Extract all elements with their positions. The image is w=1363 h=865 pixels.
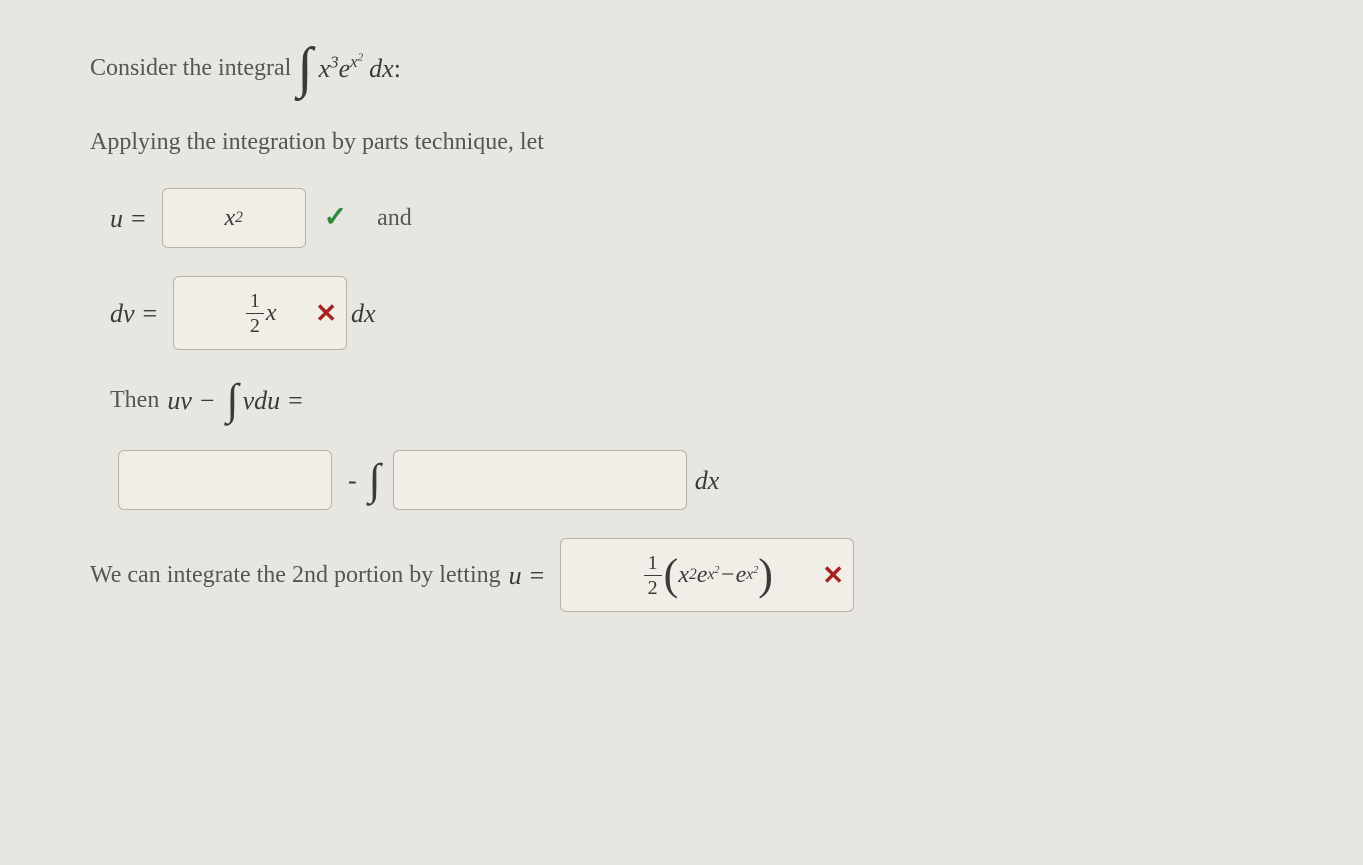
second-portion-row: We can integrate the 2nd portion by lett… <box>90 538 1273 612</box>
second-portion-text: We can integrate the 2nd portion by lett… <box>90 557 501 593</box>
integral-sign-icon: ∫ <box>227 378 239 422</box>
integral-sign-icon: ∫ <box>369 458 381 502</box>
equals: = <box>143 294 158 333</box>
then-row: Then uv − ∫ vdu = <box>110 378 1273 422</box>
integral-vdu: ∫ vdu <box>223 378 281 422</box>
integrand: x3ex2 <box>319 49 364 88</box>
integral-expression: ∫ x3ex2 dx : <box>291 40 401 96</box>
dx-label: dx <box>695 461 720 500</box>
colon: : <box>394 49 401 88</box>
uv-label: uv <box>167 381 192 420</box>
integral-sign-icon: ∫ <box>297 40 312 96</box>
and-text: and <box>377 200 412 236</box>
equals: = <box>530 556 545 595</box>
apply-text: Applying the integration by parts techni… <box>90 124 544 160</box>
equals: = <box>288 381 303 420</box>
cross-icon: ✕ <box>822 556 844 595</box>
dv-row: dv = 12 x ✕ dx <box>110 276 1273 350</box>
dv-label: dv <box>110 294 135 333</box>
uv-result-input[interactable] <box>118 450 332 510</box>
dx-label: dx <box>369 49 394 88</box>
equals: = <box>131 199 146 238</box>
vdu-result-input[interactable] <box>393 450 687 510</box>
u-input[interactable]: x2 <box>162 188 306 248</box>
then-text: Then <box>110 382 159 418</box>
intro-text: Consider the integral <box>90 50 291 86</box>
minus: - <box>348 461 357 500</box>
cross-icon: ✕ <box>315 294 337 333</box>
apply-text-row: Applying the integration by parts techni… <box>90 124 1273 160</box>
u-label2: u <box>509 556 522 595</box>
check-icon: ✓ <box>324 197 347 239</box>
minus: − <box>200 381 215 420</box>
dx-label: dx <box>351 294 376 333</box>
u-label: u <box>110 199 123 238</box>
vdu-label: vdu <box>243 381 281 420</box>
second-portion-input[interactable]: 12 (x2ex2 − ex2) <box>560 538 854 612</box>
problem-statement: Consider the integral ∫ x3ex2 dx : <box>90 40 1273 96</box>
u-row: u = x2 ✓ and <box>110 188 1273 248</box>
result-row: - ∫ dx <box>110 450 1273 510</box>
